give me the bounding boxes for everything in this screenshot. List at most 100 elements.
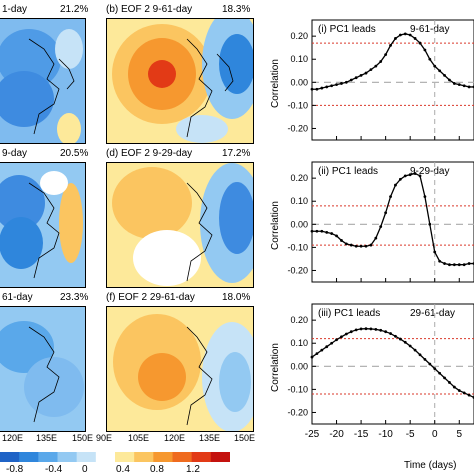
data-point bbox=[398, 177, 402, 181]
data-point bbox=[379, 225, 383, 229]
data-point bbox=[384, 330, 388, 334]
y-tick-label: 0.00 bbox=[290, 219, 308, 229]
data-point bbox=[374, 327, 378, 331]
map-e-pct: 23.3% bbox=[60, 292, 89, 303]
data-point bbox=[384, 211, 388, 215]
y-tick-label: -0.10 bbox=[287, 242, 308, 252]
y-tick-label: 0.20 bbox=[290, 31, 308, 41]
map-e bbox=[0, 306, 86, 432]
data-point bbox=[364, 244, 368, 248]
plot-title: (i) PC1 leads bbox=[318, 24, 376, 35]
colorbar-label-3: 0.4 bbox=[116, 464, 130, 475]
map-c-title: 9-day bbox=[2, 148, 28, 159]
x-tick-label: 0 bbox=[432, 429, 438, 440]
data-point bbox=[398, 33, 402, 37]
lon-right-1: 105E bbox=[128, 433, 150, 443]
data-point bbox=[413, 172, 417, 175]
data-point bbox=[413, 37, 417, 40]
lon-left-0: 120E bbox=[2, 433, 24, 443]
ylabel-ii: Correlation bbox=[270, 201, 281, 250]
data-point bbox=[344, 242, 348, 246]
data-point bbox=[325, 345, 329, 349]
lon-right-0: 90E bbox=[96, 433, 113, 443]
correlation-line bbox=[312, 172, 474, 266]
plot-frame bbox=[311, 161, 474, 283]
map-b-title: (b) EOF 2 9-61-day bbox=[106, 4, 193, 15]
data-point bbox=[457, 83, 461, 87]
data-point bbox=[310, 87, 314, 91]
data-point bbox=[438, 259, 442, 263]
data-point bbox=[408, 33, 412, 37]
y-tick-label: 0.10 bbox=[290, 196, 308, 206]
data-point bbox=[349, 243, 353, 247]
data-point bbox=[467, 262, 471, 265]
map-b-pct: 18.3% bbox=[222, 4, 251, 15]
y-tick-label: 0.10 bbox=[290, 338, 308, 348]
colorbar-label-1: -0.4 bbox=[45, 464, 63, 475]
data-point bbox=[403, 174, 407, 178]
plot-frame bbox=[311, 303, 474, 425]
data-point bbox=[369, 327, 373, 331]
map-d bbox=[106, 162, 254, 288]
data-point bbox=[340, 82, 343, 85]
colorbar-swatch bbox=[153, 452, 173, 462]
data-point bbox=[433, 64, 437, 68]
data-point bbox=[452, 385, 456, 389]
map-b bbox=[106, 18, 254, 144]
data-point bbox=[428, 222, 432, 226]
data-point bbox=[330, 232, 334, 235]
data-point bbox=[330, 84, 334, 88]
lon-right-3: 135E bbox=[199, 433, 221, 443]
correlation-line bbox=[312, 33, 474, 90]
data-point bbox=[438, 371, 442, 375]
colorbar-swatch bbox=[95, 452, 116, 462]
data-point bbox=[448, 263, 451, 267]
data-point bbox=[384, 53, 388, 57]
data-point bbox=[344, 80, 348, 84]
map-f bbox=[106, 306, 254, 432]
data-point bbox=[467, 85, 471, 89]
colorbar-swatch bbox=[57, 452, 78, 462]
data-point bbox=[340, 239, 343, 242]
data-point bbox=[349, 330, 353, 334]
lon-right-2: 120E bbox=[164, 433, 186, 443]
data-point bbox=[408, 173, 412, 177]
data-point bbox=[423, 195, 427, 199]
data-point bbox=[359, 73, 363, 77]
data-point bbox=[418, 41, 422, 45]
data-point bbox=[364, 327, 368, 331]
data-point bbox=[354, 244, 358, 248]
lon-right-4: 150E bbox=[234, 433, 256, 443]
data-point bbox=[394, 37, 397, 40]
x-tick-label: -25 bbox=[305, 429, 320, 440]
plot-title: (iii) PC1 leads bbox=[318, 308, 380, 319]
data-point bbox=[394, 183, 397, 187]
data-point bbox=[423, 48, 427, 52]
x-tick-label: -5 bbox=[406, 429, 415, 440]
ylabel-i: Correlation bbox=[270, 59, 281, 108]
plot-title: (ii) PC1 leads bbox=[318, 166, 378, 177]
data-point bbox=[354, 76, 358, 80]
y-tick-label: 0.20 bbox=[290, 173, 308, 183]
y-tick-label: -0.20 bbox=[287, 407, 308, 417]
data-point bbox=[452, 263, 456, 267]
data-point bbox=[325, 230, 329, 234]
y-tick-label: 0.00 bbox=[290, 361, 308, 371]
map-c-pct: 20.5% bbox=[60, 148, 89, 159]
data-point bbox=[315, 229, 319, 233]
map-a-pct: 21.2% bbox=[60, 4, 89, 15]
colorbar-swatch bbox=[134, 452, 154, 462]
data-point bbox=[423, 357, 427, 361]
colorbar-label-0: -0.8 bbox=[6, 464, 24, 475]
y-tick-label: -0.20 bbox=[287, 123, 308, 133]
colorbar-label-5: 1.2 bbox=[186, 464, 200, 475]
data-point bbox=[374, 64, 378, 68]
colorbar-swatch bbox=[210, 452, 230, 462]
y-tick-label: -0.10 bbox=[287, 384, 308, 394]
data-point bbox=[320, 348, 324, 352]
data-point bbox=[335, 83, 338, 87]
data-point bbox=[462, 263, 466, 267]
map-e-title: 61-day bbox=[2, 292, 33, 303]
colorbar bbox=[0, 452, 230, 462]
